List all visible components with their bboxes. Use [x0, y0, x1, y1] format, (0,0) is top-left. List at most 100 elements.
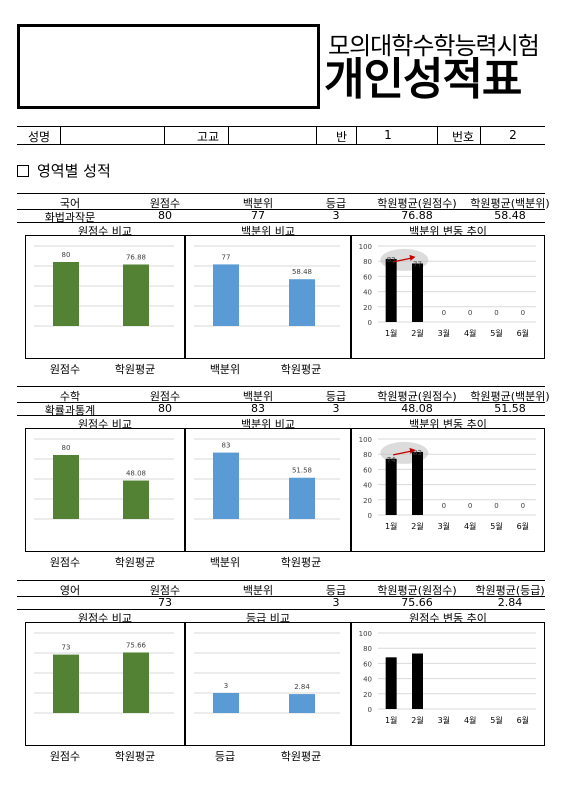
data-label: 0 [521, 502, 525, 510]
category-label: 원점수 [49, 556, 81, 569]
chart-svg: 77 58.48 [194, 245, 340, 327]
value-cell: 80 [158, 209, 172, 222]
table-top-line [17, 193, 545, 194]
value-cell: 83 [251, 402, 265, 415]
chart-svg: 80 76.88 [34, 245, 174, 327]
chart-panel: 3 2.84 [185, 622, 351, 746]
class-label: 반 [336, 130, 348, 144]
header-cell: 등급 [325, 197, 347, 210]
header-cell: 등급 [325, 390, 347, 403]
report-title: 개인성적표 [324, 54, 522, 105]
bar [213, 264, 239, 326]
arrow-head [409, 254, 416, 261]
data-label: 0 [494, 502, 498, 510]
category-label: 원점수 [49, 363, 81, 376]
table-top-line [17, 580, 545, 581]
data-label: 83 [387, 256, 396, 264]
chart-title: 백분위 비교 [240, 418, 296, 431]
section-heading: 영역별 성적 [17, 160, 111, 181]
info-top-line [17, 126, 545, 127]
chart-title: 백분위 변동 추이 [409, 418, 487, 431]
header-cell: 원점수 [149, 197, 181, 210]
bar [412, 451, 423, 515]
value-cell: 77 [251, 209, 265, 222]
y-tick-label: 0 [368, 319, 372, 327]
value-cell: 48.08 [401, 402, 433, 415]
x-category-label: 3월 [438, 521, 450, 531]
x-category-label: 4월 [464, 715, 476, 725]
bar [123, 652, 149, 713]
data-label: 80 [62, 444, 71, 452]
value-cell: 75.66 [401, 596, 433, 609]
header-cell: 등급 [325, 584, 347, 597]
school-label: 고교 [197, 130, 220, 144]
category-label: 학원평균 [280, 363, 322, 376]
data-label: 2.84 [294, 683, 310, 691]
x-category-label: 4월 [464, 521, 476, 531]
bar [289, 477, 315, 519]
y-tick-label: 0 [368, 512, 372, 520]
bar [412, 653, 423, 709]
data-label: 0 [468, 502, 472, 510]
header-cell: 국어 [59, 197, 81, 210]
header-cell: 백분위 [242, 584, 274, 597]
value-cell: 51.58 [494, 402, 526, 415]
data-label: 80 [62, 251, 71, 259]
value-cell: 확률과통계 [44, 404, 96, 417]
y-tick-label: 60 [363, 273, 372, 281]
y-tick-label: 40 [363, 289, 372, 297]
data-label: 0 [494, 309, 498, 317]
header-cell: 백분위 [242, 390, 274, 403]
data-label: 76.88 [126, 253, 146, 261]
table-mid-line [17, 402, 545, 403]
arrow-head [409, 447, 416, 454]
chart-title: 원점수 비교 [77, 418, 133, 431]
y-tick-label: 80 [363, 451, 372, 459]
trend-arrow [393, 257, 413, 263]
y-tick-label: 40 [363, 482, 372, 490]
data-label: 3 [224, 682, 228, 690]
chart-svg: 80 48.08 [34, 438, 174, 520]
chart-panel: 0 20 40 60 80 100 74 1월 83 2월 0 3월 0 4월 0 5월 0 6월 [351, 428, 545, 552]
header-cell: 원점수 [149, 584, 181, 597]
category-label: 학원평균 [280, 556, 322, 569]
category-label: 학원평균 [114, 363, 156, 376]
y-tick-label: 80 [363, 258, 372, 266]
x-category-label: 5월 [490, 715, 502, 725]
table-top-line [17, 386, 545, 387]
bar [123, 480, 149, 519]
x-category-label: 2월 [411, 715, 423, 725]
x-category-label: 2월 [411, 328, 423, 338]
data-label: 83 [222, 442, 231, 450]
data-label: 58.48 [292, 268, 312, 276]
number-value: 2 [509, 128, 517, 142]
table-mid-line [17, 596, 545, 597]
y-tick-label: 0 [368, 706, 372, 714]
bar [385, 258, 397, 322]
category-label: 백분위 [209, 363, 241, 376]
data-label: 0 [468, 309, 472, 317]
y-tick-label: 20 [363, 304, 372, 312]
value-cell: 73 [158, 596, 172, 609]
x-category-label: 6월 [517, 521, 529, 531]
value-cell: 3 [332, 402, 340, 415]
y-tick-label: 80 [363, 645, 372, 653]
chart-panel: 0 20 40 60 80 100 1월 2월 3월 4월 5월 6월 [351, 622, 545, 746]
section-heading-text: 영역별 성적 [37, 162, 111, 180]
data-label: 0 [521, 309, 525, 317]
category-label: 학원평균 [114, 556, 156, 569]
header-cell: 백분위 [242, 197, 274, 210]
header-cell: 학원평균(등급) [475, 584, 545, 597]
bar [53, 262, 79, 326]
x-category-label: 2월 [411, 521, 423, 531]
category-label: 등급 [214, 750, 236, 763]
x-category-label: 5월 [490, 521, 502, 531]
x-category-label: 1월 [385, 328, 397, 338]
chart-title: 백분위 변동 추이 [409, 225, 487, 238]
y-tick-label: 60 [363, 466, 372, 474]
chart-panel: 77 58.48 [185, 235, 351, 359]
value-cell: 80 [158, 402, 172, 415]
x-category-label: 1월 [385, 715, 397, 725]
y-tick-label: 60 [363, 660, 372, 668]
chart-svg: 83 51.58 [194, 438, 340, 520]
